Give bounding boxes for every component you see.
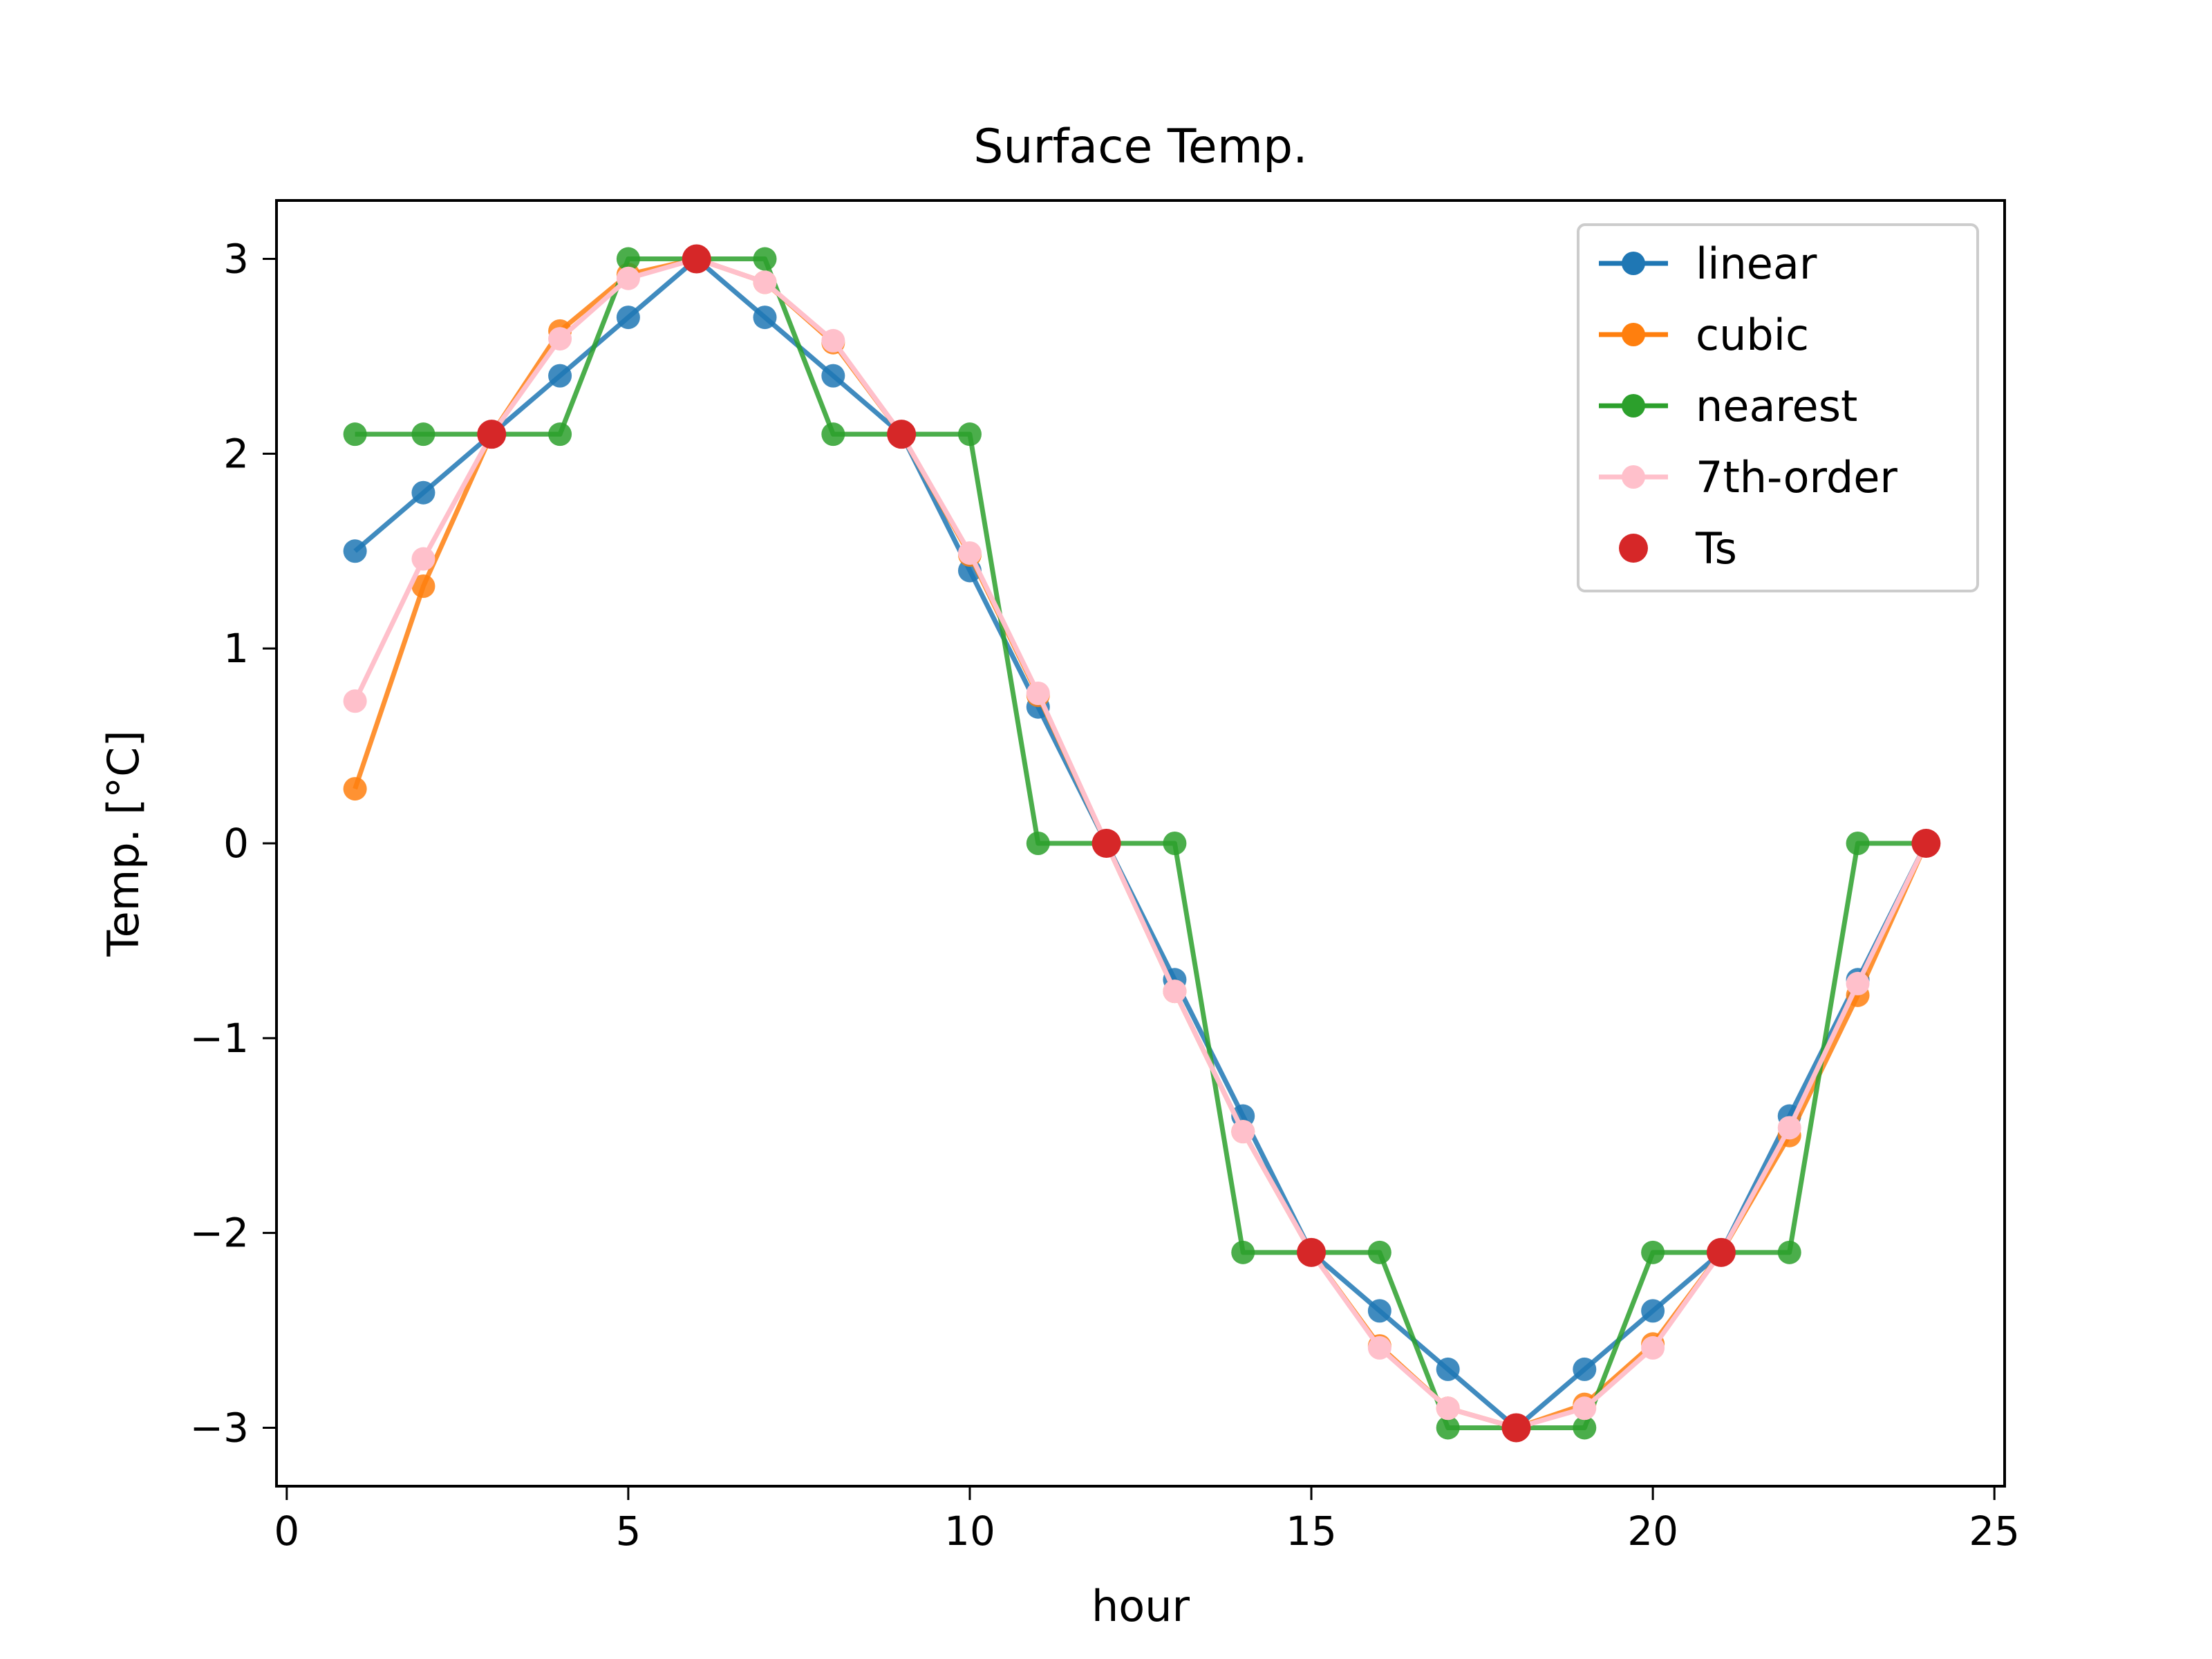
x-tick-label: 20 <box>1627 1508 1678 1555</box>
chart-title: Surface Temp. <box>973 120 1308 174</box>
data-point <box>1573 1396 1597 1421</box>
legend-label: 7th-order <box>1696 452 1897 503</box>
data-point <box>1706 1237 1736 1267</box>
legend: linear cubic nearest 7th-order Ts <box>1577 223 1979 592</box>
data-point <box>411 574 435 598</box>
data-point <box>1367 1240 1391 1264</box>
data-point <box>1777 1240 1801 1264</box>
data-point <box>411 422 435 447</box>
data-point <box>1231 1240 1255 1264</box>
data-point <box>682 244 711 274</box>
data-point <box>1436 1357 1460 1381</box>
legend-swatch-marker <box>1622 323 1645 346</box>
x-axis-label: hour <box>1091 1581 1190 1631</box>
data-point <box>1436 1396 1460 1421</box>
x-axis: 0 5 10 15 20 25 <box>274 1486 2020 1555</box>
data-point <box>1163 832 1187 855</box>
data-point <box>1573 1357 1597 1381</box>
data-point <box>1297 1237 1327 1267</box>
data-point <box>548 364 572 388</box>
data-point <box>753 247 777 271</box>
data-point <box>821 328 845 353</box>
data-point <box>1231 1120 1255 1144</box>
data-point <box>1846 832 1870 855</box>
data-point <box>1846 971 1870 995</box>
x-tick-label: 25 <box>1969 1508 2020 1555</box>
data-point <box>1641 1335 1665 1360</box>
x-tick-label: 0 <box>274 1508 299 1555</box>
series-line <box>353 256 1929 1430</box>
data-point <box>343 539 367 563</box>
y-tick-label: −3 <box>190 1404 250 1451</box>
y-tick-label: 0 <box>223 820 249 867</box>
data-point <box>1911 829 1941 858</box>
legend-swatch-marker <box>1622 252 1645 275</box>
data-point <box>821 422 845 447</box>
data-point <box>1367 1299 1391 1323</box>
data-point <box>343 422 367 447</box>
series-ts <box>477 244 1941 1443</box>
y-tick-label: −1 <box>190 1015 250 1062</box>
data-point <box>1641 1240 1665 1264</box>
plot-area <box>343 244 1941 1443</box>
legend-swatch-marker <box>1622 465 1645 489</box>
y-tick-label: 2 <box>223 430 249 477</box>
data-point <box>821 364 845 388</box>
data-point <box>1641 1299 1665 1323</box>
y-axis: −3 −2 −1 0 1 2 3 <box>190 236 276 1451</box>
data-point <box>343 777 367 801</box>
data-point <box>616 266 640 290</box>
y-tick-label: 1 <box>223 625 249 672</box>
legend-swatch-marker <box>1619 534 1648 563</box>
legend-label: cubic <box>1696 310 1809 360</box>
data-point <box>1573 1416 1597 1440</box>
x-tick-label: 5 <box>615 1508 641 1555</box>
data-point <box>1091 829 1121 858</box>
legend-label: linear <box>1696 238 1817 289</box>
data-point <box>1026 832 1050 855</box>
data-point <box>1436 1416 1460 1440</box>
data-point <box>1501 1413 1531 1443</box>
legend-item: cubic <box>1599 310 1809 360</box>
data-point <box>887 420 917 449</box>
data-point <box>616 306 640 330</box>
data-point <box>957 541 982 565</box>
data-point <box>957 422 982 447</box>
legend-item: linear <box>1599 238 1817 289</box>
y-tick-label: −2 <box>190 1210 250 1257</box>
legend-swatch-marker <box>1622 394 1645 418</box>
data-point <box>1163 980 1187 1004</box>
data-point <box>548 327 572 351</box>
legend-box <box>1577 223 1979 592</box>
data-point <box>411 547 435 571</box>
data-point <box>411 480 435 505</box>
data-point <box>548 422 572 447</box>
legend-item: 7th-order <box>1599 452 1897 503</box>
data-point <box>1367 1335 1391 1360</box>
series-line <box>353 256 1929 1430</box>
legend-item: Ts <box>1619 523 1737 574</box>
data-point <box>753 270 777 294</box>
y-tick-label: 3 <box>223 236 249 283</box>
data-point <box>616 247 640 271</box>
data-point <box>1026 682 1050 705</box>
y-axis-label: Temp. [°C] <box>98 730 149 957</box>
data-point <box>1777 1116 1801 1140</box>
legend-label: Ts <box>1695 523 1737 574</box>
x-tick-label: 15 <box>1286 1508 1337 1555</box>
data-point <box>343 689 367 713</box>
x-tick-label: 10 <box>944 1508 995 1555</box>
data-point <box>753 306 777 330</box>
legend-label: nearest <box>1696 381 1857 431</box>
legend-item: nearest <box>1599 381 1857 431</box>
data-point <box>477 420 507 449</box>
